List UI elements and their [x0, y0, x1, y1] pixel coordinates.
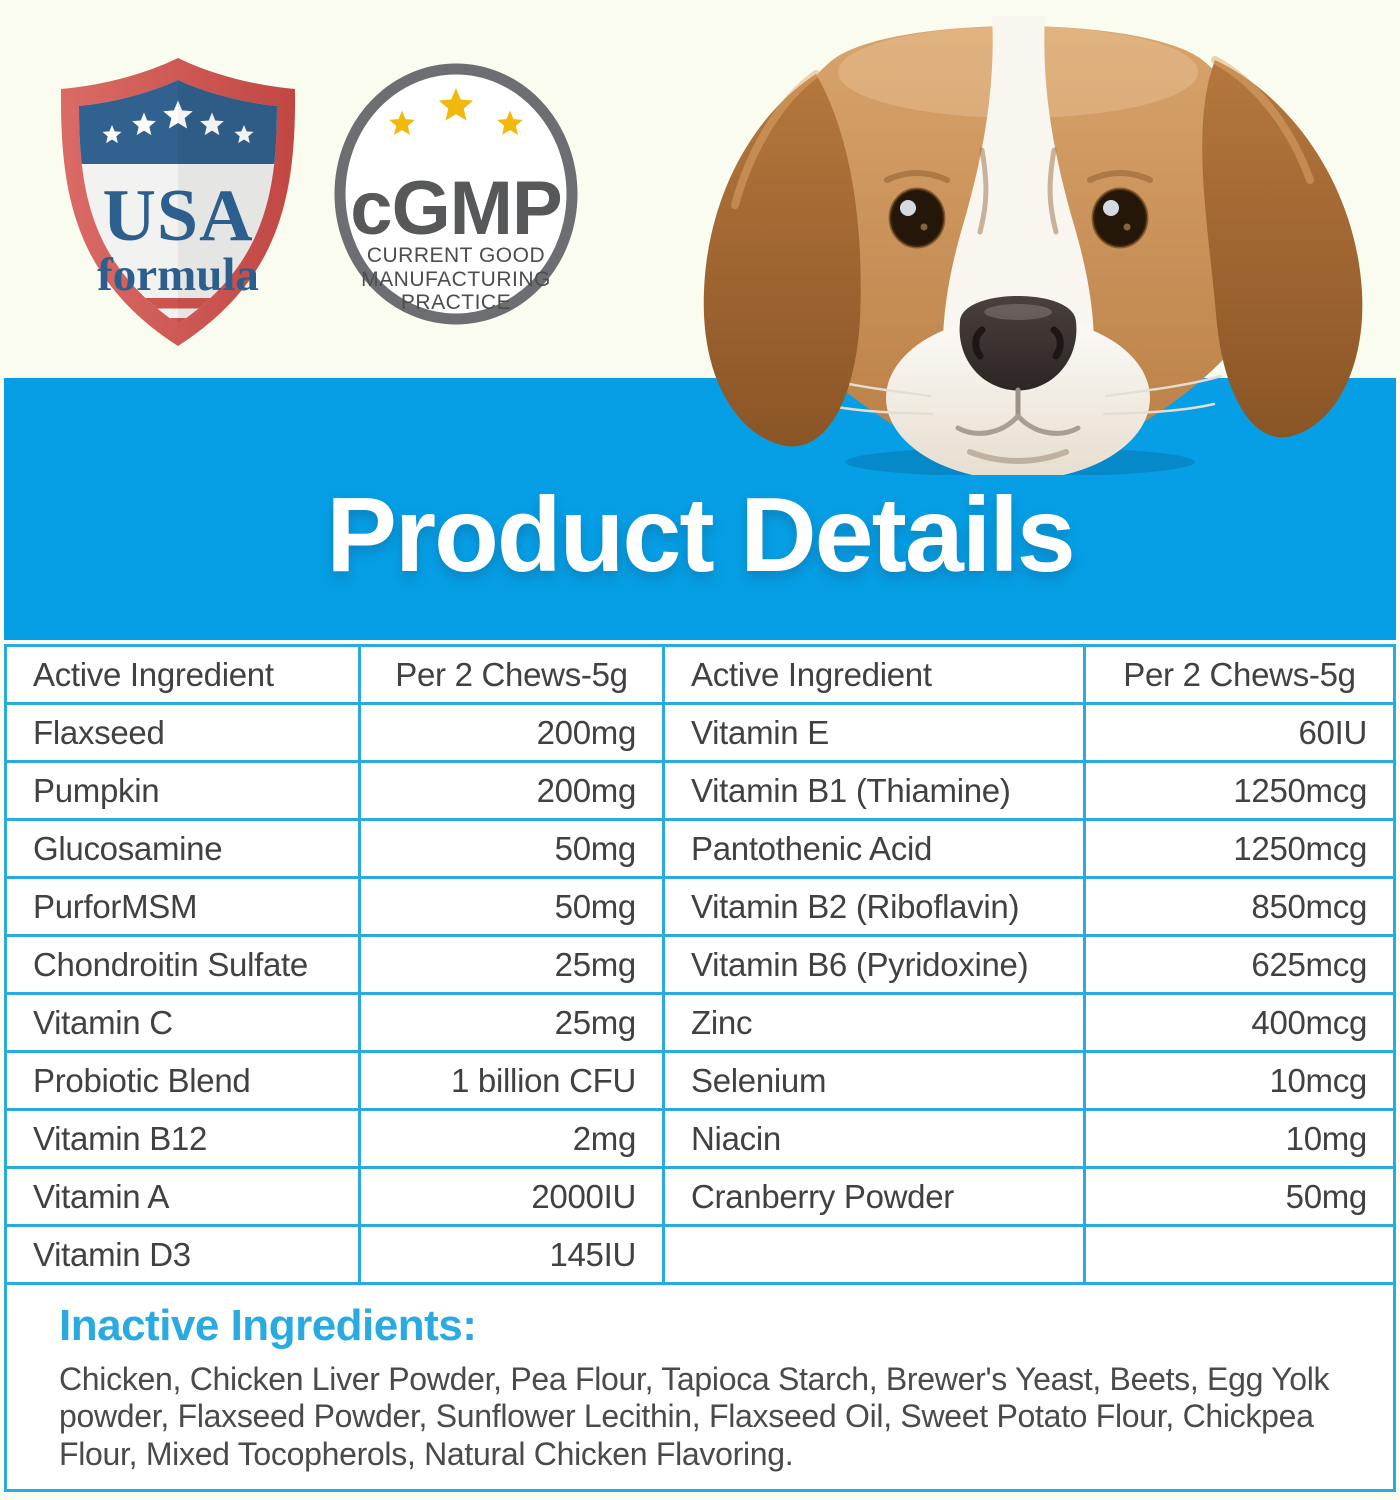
ingredient-name-cell: Vitamin E — [665, 705, 1086, 763]
ingredient-amount-cell: 25mg — [361, 995, 665, 1053]
ingredient-amount-cell: 50mg — [361, 821, 665, 879]
ingredient-amount-cell: 2mg — [361, 1111, 665, 1169]
usa-formula-badge: USA formula — [55, 52, 301, 352]
cgmp-subtitle-line3: PRACTICE — [401, 291, 511, 314]
shield-icon: USA formula — [60, 58, 296, 346]
cgmp-subtitle-line2: MANUFACTURING — [361, 268, 551, 291]
dog-eyes — [884, 170, 1153, 249]
column-header-active-ingredient-right: Active Ingredient — [665, 647, 1086, 705]
ingredient-name-cell: Vitamin C — [7, 995, 361, 1053]
page-title: Product Details — [326, 475, 1076, 594]
cgmp-subtitle-line1: CURRENT GOOD — [367, 244, 545, 267]
dog-photo — [630, 0, 1400, 475]
ingredient-name-cell: Zinc — [665, 995, 1086, 1053]
inactive-ingredients-heading: Inactive Ingredients: — [59, 1301, 477, 1350]
ingredient-name-cell — [665, 1227, 1086, 1285]
ingredient-amount-cell: 1250mcg — [1086, 763, 1393, 821]
ingredient-amount-cell: 60IU — [1086, 705, 1393, 763]
ingredients-panel: Active Ingredient Per 2 Chews-5g Active … — [4, 644, 1396, 1492]
column-header-amount-right: Per 2 Chews-5g — [1086, 647, 1393, 705]
ingredient-name-cell: Selenium — [665, 1053, 1086, 1111]
cgmp-badge: cGMP CURRENT GOOD MANUFACTURING PRACTICE — [330, 58, 582, 330]
ingredient-amount-cell: 1 billion CFU — [361, 1053, 665, 1111]
ingredient-amount-cell: 200mg — [361, 763, 665, 821]
ingredient-name-cell: Vitamin B1 (Thiamine) — [665, 763, 1086, 821]
usa-badge-line2: formula — [97, 249, 259, 301]
ingredient-amount-cell: 850mcg — [1086, 879, 1393, 937]
ingredient-name-cell: Probiotic Blend — [7, 1053, 361, 1111]
ingredient-name-cell: Vitamin B2 (Riboflavin) — [665, 879, 1086, 937]
column-header-amount-left: Per 2 Chews-5g — [361, 647, 665, 705]
ingredient-amount-cell: 25mg — [361, 937, 665, 995]
beagle-dog-illustration — [703, 16, 1363, 475]
ingredient-name-cell: PurforMSM — [7, 879, 361, 937]
cgmp-title: cGMP — [350, 166, 561, 251]
ingredient-amount-cell — [1086, 1227, 1393, 1285]
ingredient-name-cell: Pantothenic Acid — [665, 821, 1086, 879]
column-header-active-ingredient-left: Active Ingredient — [7, 647, 361, 705]
ingredient-name-cell: Cranberry Powder — [665, 1169, 1086, 1227]
ingredient-name-cell: Glucosamine — [7, 821, 361, 879]
dog-left-ear — [703, 74, 861, 447]
ingredient-name-cell: Chondroitin Sulfate — [7, 937, 361, 995]
product-details-banner: Product Details — [4, 378, 1396, 640]
ingredients-table: Active Ingredient Per 2 Chews-5g Active … — [7, 647, 1393, 1285]
usa-badge-line1: USA — [102, 175, 253, 257]
ingredient-name-cell: Niacin — [665, 1111, 1086, 1169]
ingredient-amount-cell: 10mg — [1086, 1111, 1393, 1169]
dog-right-ear — [1202, 60, 1363, 438]
ingredient-amount-cell: 50mg — [1086, 1169, 1393, 1227]
inactive-ingredients-section: Inactive Ingredients: Chicken, Chicken L… — [7, 1285, 1393, 1473]
ingredient-amount-cell: 625mcg — [1086, 937, 1393, 995]
ingredient-name-cell: Vitamin A — [7, 1169, 361, 1227]
inactive-ingredients-text: Chicken, Chicken Liver Powder, Pea Flour… — [59, 1361, 1330, 1472]
ingredient-name-cell: Flaxseed — [7, 705, 361, 763]
ingredient-amount-cell: 200mg — [361, 705, 665, 763]
ingredient-name-cell: Pumpkin — [7, 763, 361, 821]
ingredient-name-cell: Vitamin B12 — [7, 1111, 361, 1169]
cgmp-seal-icon: cGMP CURRENT GOOD MANUFACTURING PRACTICE — [334, 63, 578, 325]
ingredient-amount-cell: 10mcg — [1086, 1053, 1393, 1111]
ingredient-amount-cell: 2000IU — [361, 1169, 665, 1227]
ingredient-name-cell: Vitamin D3 — [7, 1227, 361, 1285]
ingredient-amount-cell: 145IU — [361, 1227, 665, 1285]
dog-nose — [959, 296, 1077, 391]
ingredient-amount-cell: 400mcg — [1086, 995, 1393, 1053]
ingredient-name-cell: Vitamin B6 (Pyridoxine) — [665, 937, 1086, 995]
ingredient-amount-cell: 50mg — [361, 879, 665, 937]
ingredient-amount-cell: 1250mcg — [1086, 821, 1393, 879]
